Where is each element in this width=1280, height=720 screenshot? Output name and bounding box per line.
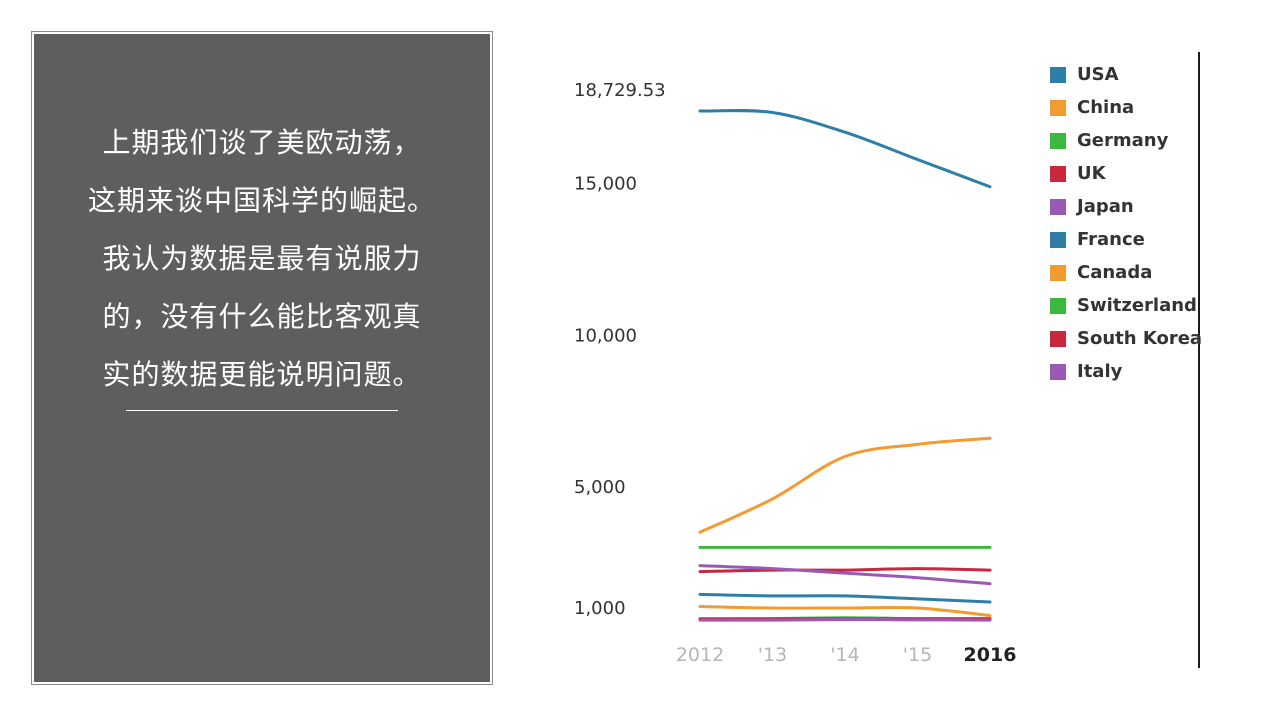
- legend-swatch: [1050, 132, 1066, 149]
- panel-line: 的，没有什么能比客观真: [102, 300, 422, 333]
- legend-label: USA: [1077, 64, 1119, 85]
- legend-item: France: [1050, 223, 1202, 256]
- panel-line: 这期来谈中国科学的崛起。: [87, 184, 436, 217]
- legend-label: Germany: [1077, 130, 1169, 151]
- series-line-japan: [698, 564, 992, 586]
- legend-swatch: [1050, 231, 1066, 248]
- y-tick-label: 5,000: [574, 477, 626, 498]
- legend-item: South Korea: [1050, 322, 1202, 355]
- panel-line: 上期我们谈了美欧动荡，: [102, 126, 422, 159]
- legend-swatch: [1050, 297, 1066, 314]
- series-line-italy: [698, 618, 992, 622]
- series-line-uk: [698, 567, 992, 574]
- y-tick-label: 15,000: [574, 174, 637, 195]
- legend-item: Canada: [1050, 256, 1202, 289]
- legend-label: China: [1077, 97, 1135, 118]
- legend-label: Switzerland: [1077, 295, 1197, 316]
- legend-item: Italy: [1050, 355, 1202, 388]
- legend-swatch: [1050, 66, 1066, 83]
- series-line-china: [698, 436, 992, 534]
- y-tick-label: 10,000: [574, 325, 637, 346]
- text-panel: 上期我们谈了美欧动荡， 这期来谈中国科学的崛起。 我认为数据是最有说服力 的，没…: [31, 31, 493, 685]
- legend-label: Italy: [1077, 361, 1123, 382]
- chart-divider-line: [1198, 52, 1200, 668]
- y-axis-ticks: 18,729.53 15,000 10,000 5,000 1,000: [574, 80, 666, 619]
- legend-item: USA: [1050, 58, 1202, 91]
- legend-swatch: [1050, 99, 1066, 116]
- series-lines: [698, 109, 992, 622]
- legend-label: South Korea: [1077, 328, 1203, 349]
- legend-swatch: [1050, 198, 1066, 215]
- panel-line: 实的数据更能说明问题。: [102, 358, 422, 391]
- panel-text: 上期我们谈了美欧动荡， 这期来谈中国科学的崛起。 我认为数据是最有说服力 的，没…: [34, 114, 490, 404]
- legend-item: Germany: [1050, 124, 1202, 157]
- legend-swatch: [1050, 330, 1066, 347]
- chart-legend: USA China Germany UK Japan France Canada Switze…: [1050, 58, 1202, 388]
- legend-item: UK: [1050, 157, 1202, 190]
- legend-label: Canada: [1077, 262, 1153, 283]
- legend-label: UK: [1077, 163, 1106, 184]
- legend-item: China: [1050, 91, 1202, 124]
- x-axis-ticks: 2012 '13 '14 '15 2016: [676, 644, 1017, 666]
- x-tick-label: '13: [758, 644, 787, 666]
- x-tick-label: '14: [830, 644, 859, 666]
- panel-line: 我认为数据是最有说服力: [102, 242, 422, 275]
- panel-divider: [126, 410, 398, 411]
- legend-swatch: [1050, 165, 1066, 182]
- legend-label: Japan: [1077, 196, 1134, 217]
- x-tick-label: '15: [903, 644, 932, 666]
- legend-label: France: [1077, 229, 1145, 250]
- legend-swatch: [1050, 264, 1066, 281]
- x-tick-label: 2016: [964, 644, 1017, 666]
- series-line-canada: [698, 604, 992, 618]
- legend-swatch: [1050, 363, 1066, 380]
- y-tick-label: 18,729.53: [574, 80, 666, 101]
- series-line-france: [698, 592, 992, 604]
- legend-item: Switzerland: [1050, 289, 1202, 322]
- x-tick-label: 2012: [676, 644, 724, 666]
- series-line-usa: [698, 109, 992, 189]
- y-tick-label: 1,000: [574, 598, 626, 619]
- legend-item: Japan: [1050, 190, 1202, 223]
